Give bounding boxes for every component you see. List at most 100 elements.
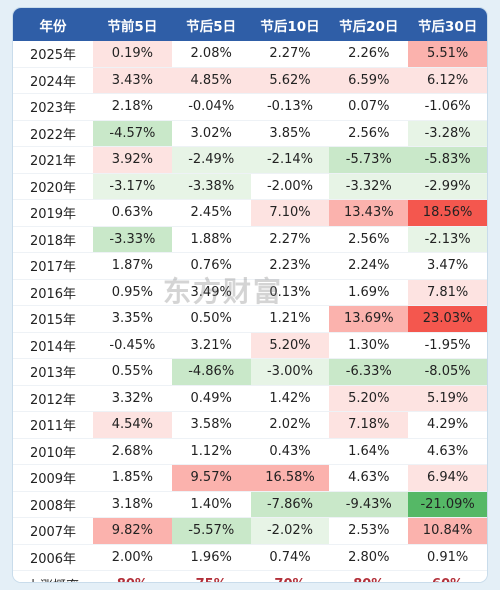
value-cell: 4.29% — [408, 411, 487, 439]
table-row: 2012年 3.32% 0.49% 1.42% 5.20% 5.19% — [13, 385, 487, 412]
header-row: 年份 节前5日 节后5日 节后10日 节后20日 节后30日 — [13, 8, 487, 41]
value-cell: -4.86% — [171, 358, 251, 386]
year-cell: 2023年 — [13, 93, 93, 121]
year-cell: 2008年 — [13, 491, 93, 518]
value-cell: 2.23% — [250, 252, 330, 280]
value-cell: 2.45% — [171, 199, 251, 227]
value-cell: 0.50% — [171, 305, 251, 333]
value-cell: -0.45% — [93, 332, 172, 359]
value-cell: 7.81% — [408, 279, 487, 306]
value-cell: 5.62% — [250, 67, 330, 94]
table-row: 2019年 0.63% 2.45% 7.10% 13.43% 18.56% — [13, 199, 487, 227]
year-cell: 2022年 — [13, 120, 93, 147]
table-row: 2020年 -3.17% -3.38% -2.00% -3.32% -2.99% — [13, 173, 487, 200]
value-cell: 9.82% — [93, 517, 172, 545]
value-cell: 0.95% — [93, 279, 172, 306]
value-cell: 7.18% — [329, 411, 409, 439]
header-post10: 节后10日 — [250, 8, 330, 41]
value-cell: -2.99% — [408, 173, 487, 200]
table-row: 2008年 3.18% 1.40% -7.86% -9.43% -21.09% — [13, 491, 487, 518]
value-cell: 1.12% — [171, 438, 251, 465]
year-cell: 2010年 — [13, 438, 93, 465]
value-cell: -0.04% — [171, 93, 251, 121]
value-cell: 1.21% — [250, 305, 330, 333]
table-row: 2017年 1.87% 0.76% 2.23% 2.24% 3.47% — [13, 252, 487, 280]
year-cell: 2016年 — [13, 279, 93, 306]
value-cell: 1.87% — [93, 252, 172, 280]
year-cell: 2012年 — [13, 385, 93, 412]
value-cell: 0.55% — [93, 358, 172, 386]
value-cell: -21.09% — [408, 491, 487, 518]
year-cell: 2017年 — [13, 252, 93, 280]
value-cell: 2.53% — [329, 517, 409, 545]
table-row: 2015年 3.35% 0.50% 1.21% 13.69% 23.03% — [13, 305, 487, 333]
year-cell: 2018年 — [13, 226, 93, 253]
value-cell: -0.13% — [250, 93, 330, 121]
year-cell: 2025年 — [13, 41, 93, 68]
value-cell: 13.69% — [329, 305, 409, 333]
value-cell: -8.05% — [408, 358, 487, 386]
table-row: 2009年 1.85% 9.57% 16.58% 4.63% 6.94% — [13, 464, 487, 492]
value-cell: 13.43% — [329, 199, 409, 227]
year-cell: 2014年 — [13, 332, 93, 359]
value-cell: 0.76% — [171, 252, 251, 280]
table-row: 2013年 0.55% -4.86% -3.00% -6.33% -8.05% — [13, 358, 487, 386]
value-cell: 2.24% — [329, 252, 409, 280]
probability-cell: 70% — [250, 570, 330, 582]
value-cell: 1.40% — [171, 491, 251, 518]
value-cell: -5.57% — [171, 517, 251, 545]
table-row: 2023年 2.18% -0.04% -0.13% 0.07% -1.06% — [13, 93, 487, 121]
value-cell: -7.86% — [250, 491, 330, 518]
table-row: 2007年 9.82% -5.57% -2.02% 2.53% 10.84% — [13, 517, 487, 545]
value-cell: 2.80% — [329, 544, 409, 571]
value-cell: 5.51% — [408, 41, 487, 68]
value-cell: -3.38% — [171, 173, 251, 200]
value-cell: 3.35% — [93, 305, 172, 333]
value-cell: -3.17% — [93, 173, 172, 200]
value-cell: 6.59% — [329, 67, 409, 94]
table-row: 2025年 0.19% 2.08% 2.27% 2.26% 5.51% — [13, 41, 487, 68]
value-cell: 1.69% — [329, 279, 409, 306]
value-cell: 3.47% — [408, 252, 487, 280]
value-cell: 0.13% — [250, 279, 330, 306]
value-cell: -2.02% — [250, 517, 330, 545]
value-cell: 5.19% — [408, 385, 487, 412]
header-post5: 节后5日 — [171, 8, 251, 41]
table-row: 2014年 -0.45% 3.21% 5.20% 1.30% -1.95% — [13, 332, 487, 359]
value-cell: -1.95% — [408, 332, 487, 359]
holiday-returns-table: 年份 节前5日 节后5日 节后10日 节后20日 节后30日 2025年 0.19… — [13, 8, 487, 582]
table-row: 2011年 4.54% 3.58% 2.02% 7.18% 4.29% — [13, 411, 487, 439]
value-cell: 16.58% — [250, 464, 330, 492]
year-cell: 2009年 — [13, 464, 93, 492]
value-cell: 3.92% — [93, 146, 172, 174]
value-cell: 6.12% — [408, 67, 487, 94]
probability-cell: 75% — [171, 570, 251, 582]
year-cell: 2006年 — [13, 544, 93, 571]
year-cell: 2019年 — [13, 199, 93, 227]
value-cell: -6.33% — [329, 358, 409, 386]
probability-cell: 80% — [93, 570, 172, 582]
value-cell: 0.43% — [250, 438, 330, 465]
year-cell: 2011年 — [13, 411, 93, 439]
value-cell: 1.96% — [171, 544, 251, 571]
year-cell: 2007年 — [13, 517, 93, 545]
value-cell: 7.10% — [250, 199, 330, 227]
table-row: 2018年 -3.33% 1.88% 2.27% 2.56% -2.13% — [13, 226, 487, 253]
value-cell: 0.74% — [250, 544, 330, 571]
value-cell: 1.30% — [329, 332, 409, 359]
value-cell: 3.02% — [171, 120, 251, 147]
value-cell: -9.43% — [329, 491, 409, 518]
probability-cell: 80% — [329, 570, 409, 582]
value-cell: 2.27% — [250, 41, 330, 68]
value-cell: 2.26% — [329, 41, 409, 68]
value-cell: 2.56% — [329, 120, 409, 147]
value-cell: 2.08% — [171, 41, 251, 68]
value-cell: -1.06% — [408, 93, 487, 121]
value-cell: 0.91% — [408, 544, 487, 571]
probability-cell: 60% — [408, 570, 487, 582]
value-cell: 1.88% — [171, 226, 251, 253]
value-cell: 3.49% — [171, 279, 251, 306]
table-row: 2006年 2.00% 1.96% 0.74% 2.80% 0.91% — [13, 544, 487, 571]
year-cell: 2021年 — [13, 146, 93, 174]
value-cell: -3.28% — [408, 120, 487, 147]
